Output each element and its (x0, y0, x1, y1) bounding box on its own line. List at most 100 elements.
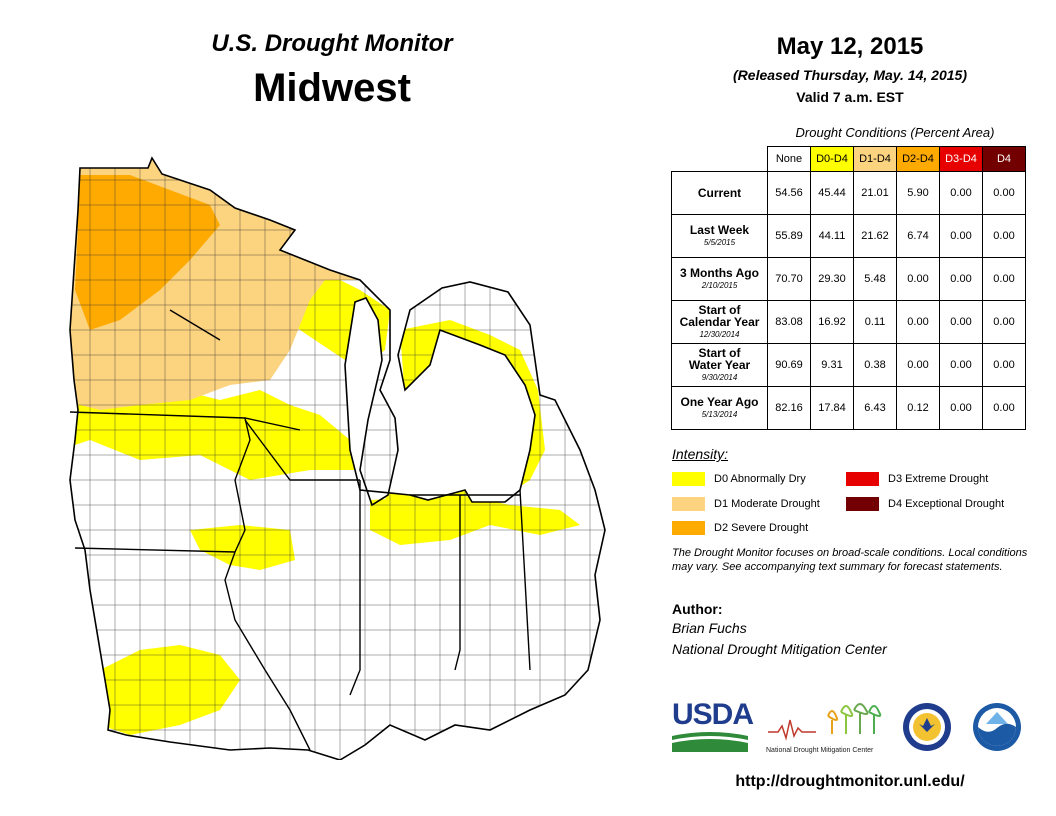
table-cell: 0.00 (939, 257, 983, 301)
table-cell: 29.30 (810, 257, 854, 301)
legend-item: D0 Abnormally Dry (672, 472, 806, 486)
table-row: Last Week 5/5/2015 55.89 44.11 21.62 6.74 0.00… (671, 214, 1026, 258)
table-cell: 0.00 (896, 300, 940, 344)
state-borders (69, 309, 531, 751)
commerce-seal-icon (903, 703, 951, 751)
table-cell: 5.48 (853, 257, 897, 301)
table-cell: 0.00 (982, 171, 1026, 215)
map-date: May 12, 2015 (776, 33, 924, 60)
table-cell: 0.00 (896, 257, 940, 301)
table-corner (671, 146, 768, 172)
region-outline (69, 156, 606, 760)
table-cell: 0.00 (939, 300, 983, 344)
table-cell: 82.16 (767, 386, 811, 430)
row-date: 5/5/2015 (703, 237, 736, 247)
legend-item: D3 Extreme Drought (846, 472, 988, 486)
table-cell: 0.38 (853, 343, 897, 387)
table-cell: 0.00 (982, 343, 1026, 387)
table-cell: 45.44 (810, 171, 854, 215)
map-subtitle: U.S. Drought Monitor (211, 30, 453, 57)
table-cell: 0.00 (982, 386, 1026, 430)
legend-swatch (672, 472, 705, 486)
row-label-text: Last Week (689, 222, 750, 237)
row-label-text: One Year Ago (680, 394, 759, 409)
table-cell: 0.12 (896, 386, 940, 430)
author-org: National Drought Mitigation Center (672, 641, 887, 657)
table-cell: 83.08 (767, 300, 811, 344)
usda-logo-text: USDA (672, 698, 754, 731)
d0-area-missouri (100, 645, 240, 735)
d0-area-minnesota-wisconsin (70, 360, 360, 480)
row-label: 3 Months Ago 2/10/2015 (671, 257, 768, 301)
ndmc-trees-icon (768, 703, 882, 741)
table-cell: 16.92 (810, 300, 854, 344)
row-date: 9/30/2014 (701, 372, 738, 382)
table-cell: 0.00 (939, 214, 983, 258)
website-url[interactable]: http://droughtmonitor.unl.edu/ (735, 773, 965, 790)
table-row: Start of Calendar Year 12/30/2014 83.08 16.… (671, 300, 1026, 344)
legend-label: D0 Abnormally Dry (714, 473, 806, 485)
disclaimer-note: The Drought Monitor focuses on broad-sca… (672, 547, 1028, 573)
release-date: (Released Thursday, May. 14, 2015) (733, 67, 967, 83)
table-cell: 55.89 (767, 214, 811, 258)
author-label: Author: (672, 601, 723, 617)
ndmc-logo: National Drought Mitigation Center (766, 700, 886, 754)
table-cell: 0.00 (896, 343, 940, 387)
table-cell: 90.69 (767, 343, 811, 387)
table-cell: 5.90 (896, 171, 940, 215)
table-row: Current 54.56 45.44 21.01 5.90 0.00 0.00 (671, 171, 1026, 215)
table-cell: 0.00 (982, 214, 1026, 258)
row-label-text: Start of Calendar Year (679, 302, 760, 329)
row-date: 5/13/2014 (701, 409, 738, 419)
d0-area-northern-indiana (370, 495, 580, 545)
table-cell: 6.43 (853, 386, 897, 430)
legend-item: D1 Moderate Drought (672, 497, 820, 511)
noaa-logo-icon (973, 703, 1021, 751)
midwest-drought-map (69, 156, 606, 760)
legend-label: D4 Exceptional Drought (888, 498, 1005, 510)
legend-label: D2 Severe Drought (714, 522, 809, 534)
table-cell: 54.56 (767, 171, 811, 215)
legend-label: D3 Extreme Drought (888, 473, 989, 485)
table-cell: 9.31 (810, 343, 854, 387)
row-label: Start of Water Year 9/30/2014 (671, 343, 768, 387)
legend-swatch (846, 497, 879, 511)
row-label-text: Current (697, 185, 742, 200)
row-label: Last Week 5/5/2015 (671, 214, 768, 258)
table-cell: 17.84 (810, 386, 854, 430)
table-cell: 70.70 (767, 257, 811, 301)
column-header: D2-D4 (896, 146, 940, 172)
table-cell: 0.11 (853, 300, 897, 344)
column-header: None (767, 146, 811, 172)
d2-area-minnesota (75, 175, 220, 330)
table-cell: 0.00 (939, 171, 983, 215)
column-header: D4 (982, 146, 1026, 172)
column-header: D1-D4 (853, 146, 897, 172)
ndmc-logo-text: National Drought Mitigation Center (766, 747, 874, 754)
table-row: One Year Ago 5/13/2014 82.16 17.84 6.43 0.12 0… (671, 386, 1026, 430)
region-title: Midwest (253, 66, 411, 110)
column-header: D0-D4 (810, 146, 854, 172)
table-cell: 0.00 (939, 386, 983, 430)
table-cell: 21.01 (853, 171, 897, 215)
row-label: One Year Ago 5/13/2014 (671, 386, 768, 430)
table-caption: Drought Conditions (Percent Area) (795, 125, 995, 140)
row-label: Current (671, 171, 768, 215)
legend-title: Intensity: (672, 446, 729, 462)
author-name: Brian Fuchs (672, 620, 747, 636)
table-cell: 0.00 (939, 343, 983, 387)
row-label-text: Start of Water Year (688, 345, 751, 372)
usda-hills-icon (672, 732, 748, 752)
table-cell: 44.11 (810, 214, 854, 258)
legend-swatch (846, 472, 879, 486)
legend-item: D2 Severe Drought (672, 521, 808, 535)
legend-swatch (672, 521, 705, 535)
row-label-text: 3 Months Ago (680, 265, 759, 280)
table-cell: 0.00 (982, 300, 1026, 344)
legend-item: D4 Exceptional Drought (846, 497, 1004, 511)
row-date: 2/10/2015 (701, 280, 738, 290)
legend-label: D1 Moderate Drought (714, 498, 820, 510)
d0-area-illinois-iowa (190, 525, 295, 570)
row-date: 12/30/2014 (699, 329, 740, 339)
table-cell: 21.62 (853, 214, 897, 258)
